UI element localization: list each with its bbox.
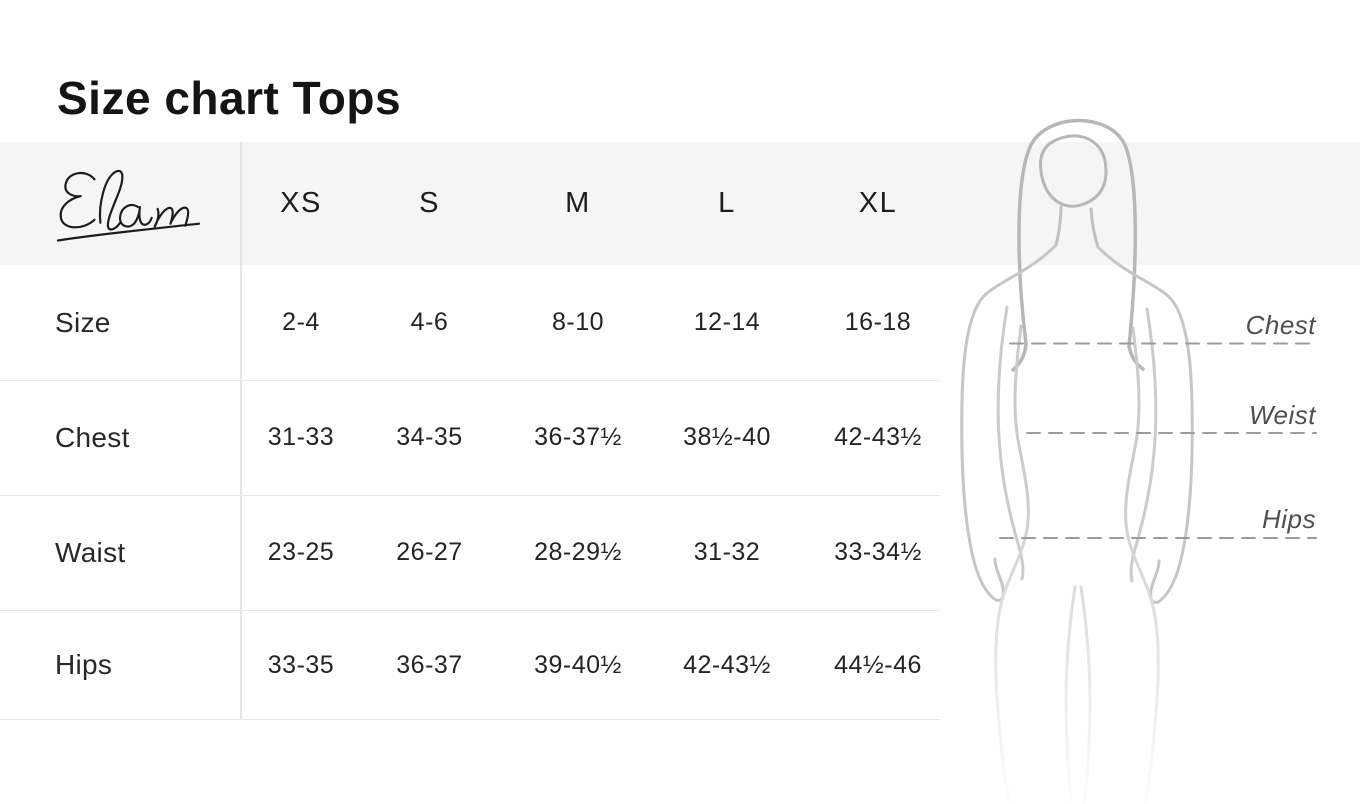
table-cell: 33-35 (267, 650, 335, 679)
female-body-outline-icon (960, 118, 1317, 804)
table-cell: 36-37 (396, 650, 463, 679)
table-cell: 16-18 (844, 308, 912, 336)
table-cell: 12-14 (693, 308, 761, 336)
row-divider (0, 495, 940, 496)
table-cell: 36-37½ (534, 423, 622, 451)
table-bottom-border (0, 719, 940, 720)
brand-logo (0, 142, 240, 265)
figure-illustration (930, 100, 1360, 804)
chest-measure-label: Chest (1245, 310, 1316, 340)
page-title: Size chart Tops (57, 71, 402, 124)
row-label-chest: Chest (55, 421, 130, 453)
row-label-hips: Hips (55, 649, 113, 680)
elan-signature-logo-icon (56, 169, 201, 242)
row-label-waist: Waist (55, 536, 126, 568)
row-label-size: Size (55, 306, 111, 338)
table-cell: 23-25 (267, 538, 335, 566)
table-cell: 26-27 (396, 538, 463, 566)
table-cell: 42-43½ (683, 650, 771, 679)
table-cell: 39-40½ (534, 650, 622, 679)
column-header-xs: XS (280, 187, 322, 219)
column-header-l: L (718, 187, 736, 219)
column-header-xl: XL (858, 187, 898, 219)
table-cell: 44½-46 (834, 650, 922, 679)
table-cell: 28-29½ (534, 538, 622, 566)
table-cell: 38½-40 (683, 423, 771, 451)
hips-measure-label: Hips (1261, 504, 1316, 534)
table-cell: 8-10 (551, 308, 605, 336)
table-cell: 31-32 (693, 538, 761, 566)
table-cell: 4-6 (410, 308, 449, 336)
column-header-s: S (419, 187, 440, 219)
weist-measure-label: Weist (1248, 400, 1316, 430)
table-cell: 34-35 (396, 423, 463, 451)
row-divider (0, 380, 940, 381)
table-cell: 31-33 (267, 423, 335, 451)
column-header-m: M (565, 187, 591, 219)
size-chart-table: XS S M L XL Size 2-4 4-6 8-10 12-14 16-1… (0, 142, 961, 720)
table-cell: 2-4 (282, 308, 320, 336)
table-cell: 42-43½ (834, 423, 922, 451)
table-cell: 33-34½ (834, 538, 922, 566)
row-divider (0, 610, 940, 611)
table-vertical-divider (240, 142, 242, 720)
